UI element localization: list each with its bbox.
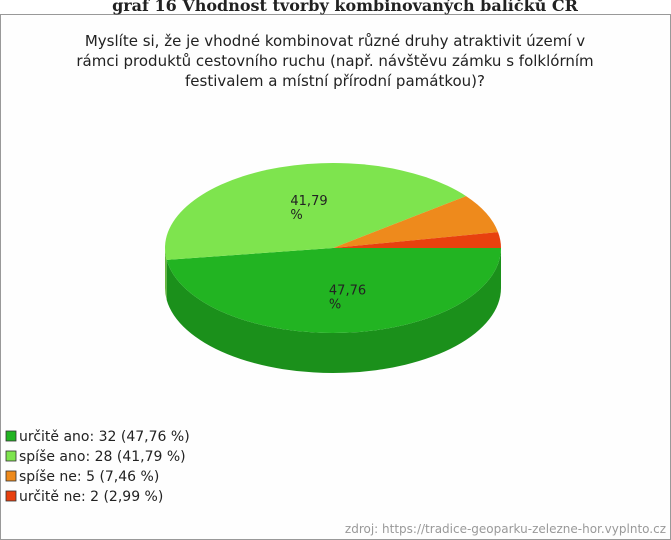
value-label: % (329, 298, 341, 313)
pie-slice (333, 196, 499, 248)
value-label: 41,79 (290, 194, 327, 209)
heading: graf 16 Vhodnost tvorby kombinovaných ba… (112, 0, 579, 15)
pie-side (166, 248, 501, 374)
legend-label: určitě ano: 32 (47,76 %) (19, 429, 190, 445)
source: zdroj: https://tradice-geoparku-zelezne-… (345, 522, 666, 536)
value-label: % (290, 208, 302, 223)
pie-slice (333, 232, 501, 248)
legend-label: spíše ano: 28 (41,79 %) (19, 449, 186, 465)
pie-side (165, 248, 167, 300)
legend-swatch (5, 490, 17, 502)
chart-title: festivalem a místní přírodní památkou)? (185, 72, 485, 90)
legend-swatch (5, 430, 17, 442)
pie-slice (166, 248, 501, 334)
legend-label: určitě ne: 2 (2,99 %) (19, 489, 163, 505)
legend-swatch (5, 450, 17, 462)
pie-slice (164, 163, 467, 260)
value-label: 47,76 (329, 284, 366, 299)
legend-label: spíše ne: 5 (7,46 %) (19, 469, 159, 485)
chart-title: Myslíte si, že je vhodné kombinovat různ… (85, 32, 585, 50)
chart-title: rámci produktů cestovního ruchu (např. n… (76, 52, 593, 70)
legend-swatch (5, 470, 17, 482)
